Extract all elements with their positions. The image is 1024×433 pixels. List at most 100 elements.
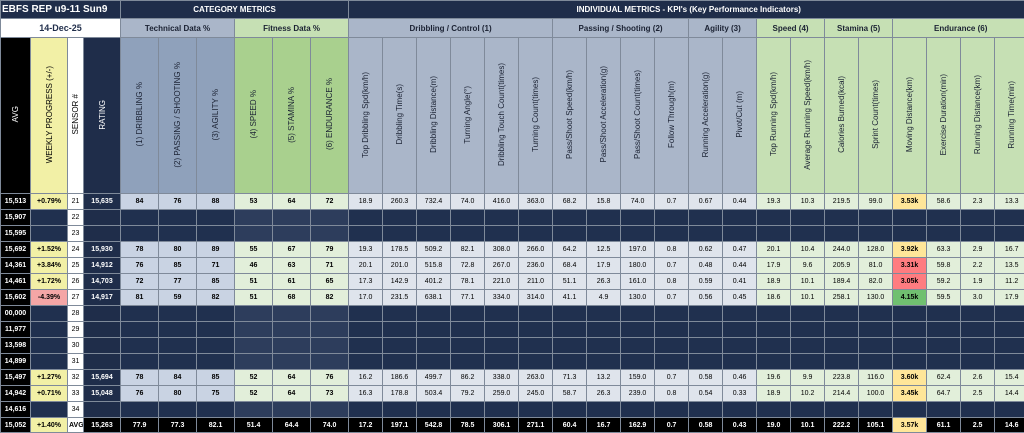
category-pct-cell: 76 xyxy=(311,370,349,386)
category-pct-cell: 89 xyxy=(197,242,235,258)
metric-cell: 4.15k xyxy=(893,290,927,306)
rating-cell: 14,912 xyxy=(84,258,121,274)
category-pct-cell xyxy=(159,226,197,242)
category-pct-cell: 88 xyxy=(197,194,235,210)
metric-cell xyxy=(893,322,927,338)
metric-cell xyxy=(791,402,825,418)
col-metric-13-header: Top Running Spd(km/h) xyxy=(757,38,791,194)
category-pct-cell xyxy=(197,306,235,322)
metric-cell: 51.1 xyxy=(553,274,587,290)
metric-cell xyxy=(655,354,689,370)
metric-cell: 20.1 xyxy=(757,242,791,258)
sensor-cell: 29 xyxy=(68,322,84,338)
col-metric-6-header: Turning Count(times) xyxy=(519,38,553,194)
avg-cell: 15,595 xyxy=(1,226,31,242)
category-pct-cell xyxy=(235,338,273,354)
category-pct-cell: 76 xyxy=(159,194,197,210)
metric-cell xyxy=(553,306,587,322)
column-label: (1) DRIBBLING % xyxy=(135,82,144,146)
category-pct-cell: 64 xyxy=(273,194,311,210)
column-label: Dribbling Touch Count(times) xyxy=(497,63,506,166)
group-endurance: Endurance (6) xyxy=(893,19,1024,38)
metric-cell: 10.1 xyxy=(791,274,825,290)
metric-cell xyxy=(757,354,791,370)
metric-cell xyxy=(519,226,553,242)
col-dribbling-pct-header: (1) DRIBBLING % xyxy=(121,38,159,194)
category-metrics-header: CATEGORY METRICS xyxy=(121,1,349,19)
group-fitness: Fitness Data % xyxy=(235,19,349,38)
footer-metric-cell: 542.8 xyxy=(417,418,451,433)
metric-cell xyxy=(417,210,451,226)
metric-cell: 258.1 xyxy=(825,290,859,306)
metric-cell: 71.3 xyxy=(553,370,587,386)
metric-cell: 0.7 xyxy=(655,194,689,210)
metric-cell xyxy=(893,306,927,322)
metric-cell: 266.0 xyxy=(519,242,553,258)
metric-cell: 82.0 xyxy=(859,274,893,290)
metric-cell: 186.6 xyxy=(383,370,417,386)
metric-cell: 41.1 xyxy=(553,290,587,306)
metric-cell xyxy=(451,306,485,322)
footer-metric-cell: 3.57k xyxy=(893,418,927,433)
metric-cell xyxy=(553,322,587,338)
column-label: Calories Burned(kcal) xyxy=(837,76,846,153)
weekly-progress-cell xyxy=(31,322,68,338)
category-pct-cell xyxy=(311,306,349,322)
avg-cell: 15,907 xyxy=(1,210,31,226)
metric-cell: 128.0 xyxy=(859,242,893,258)
category-pct-cell xyxy=(121,354,159,370)
footer-metric-cell: 306.1 xyxy=(485,418,519,433)
metric-cell xyxy=(927,338,961,354)
category-pct-cell: 64 xyxy=(273,370,311,386)
metric-cell: 263.0 xyxy=(519,370,553,386)
category-pct-cell: 76 xyxy=(121,386,159,402)
category-pct-cell: 77 xyxy=(159,274,197,290)
metric-cell: 3.60k xyxy=(893,370,927,386)
metric-cell: 201.0 xyxy=(383,258,417,274)
sensor-cell: 32 xyxy=(68,370,84,386)
metric-cell xyxy=(723,226,757,242)
footer-sensor-cell: AVG- xyxy=(68,418,84,433)
metric-cell: 245.0 xyxy=(519,386,553,402)
metric-cell xyxy=(383,226,417,242)
category-pct-cell: 67 xyxy=(273,242,311,258)
rating-cell: 14,917 xyxy=(84,290,121,306)
footer-metric-cell: 222.2 xyxy=(825,418,859,433)
category-pct-cell xyxy=(159,210,197,226)
metric-cell xyxy=(553,402,587,418)
metric-cell: 130.0 xyxy=(621,290,655,306)
metric-cell: 2.6 xyxy=(961,370,995,386)
metric-cell xyxy=(553,210,587,226)
column-label: (2) PASSING / SHOOTING % xyxy=(173,62,182,168)
metric-cell: 189.4 xyxy=(825,274,859,290)
metric-cell: 205.9 xyxy=(825,258,859,274)
metric-cell: 0.8 xyxy=(655,386,689,402)
metric-cell: 638.1 xyxy=(417,290,451,306)
col-metric-2-header: Dribbling Time(s) xyxy=(383,38,417,194)
category-pct-cell: 71 xyxy=(311,258,349,274)
metric-cell: 58.6 xyxy=(927,194,961,210)
metric-cell: 223.8 xyxy=(825,370,859,386)
metric-cell: 10.2 xyxy=(791,386,825,402)
metric-cell: 0.62 xyxy=(689,242,723,258)
report-title: EBFS REP u9-11 Sun9 xyxy=(1,1,121,19)
metric-cell: 0.7 xyxy=(655,290,689,306)
footer-metric-cell: 10.1 xyxy=(791,418,825,433)
col-metric-11-header: Running Acceleration(g) xyxy=(689,38,723,194)
metric-cell: 68.2 xyxy=(553,194,587,210)
metric-cell: 17.9 xyxy=(587,258,621,274)
metric-cell xyxy=(451,354,485,370)
metric-cell xyxy=(417,338,451,354)
metric-cell: 13.5 xyxy=(995,258,1024,274)
rating-cell xyxy=(84,226,121,242)
metric-cell: 26.3 xyxy=(587,274,621,290)
group-stamina: Stamina (5) xyxy=(825,19,893,38)
